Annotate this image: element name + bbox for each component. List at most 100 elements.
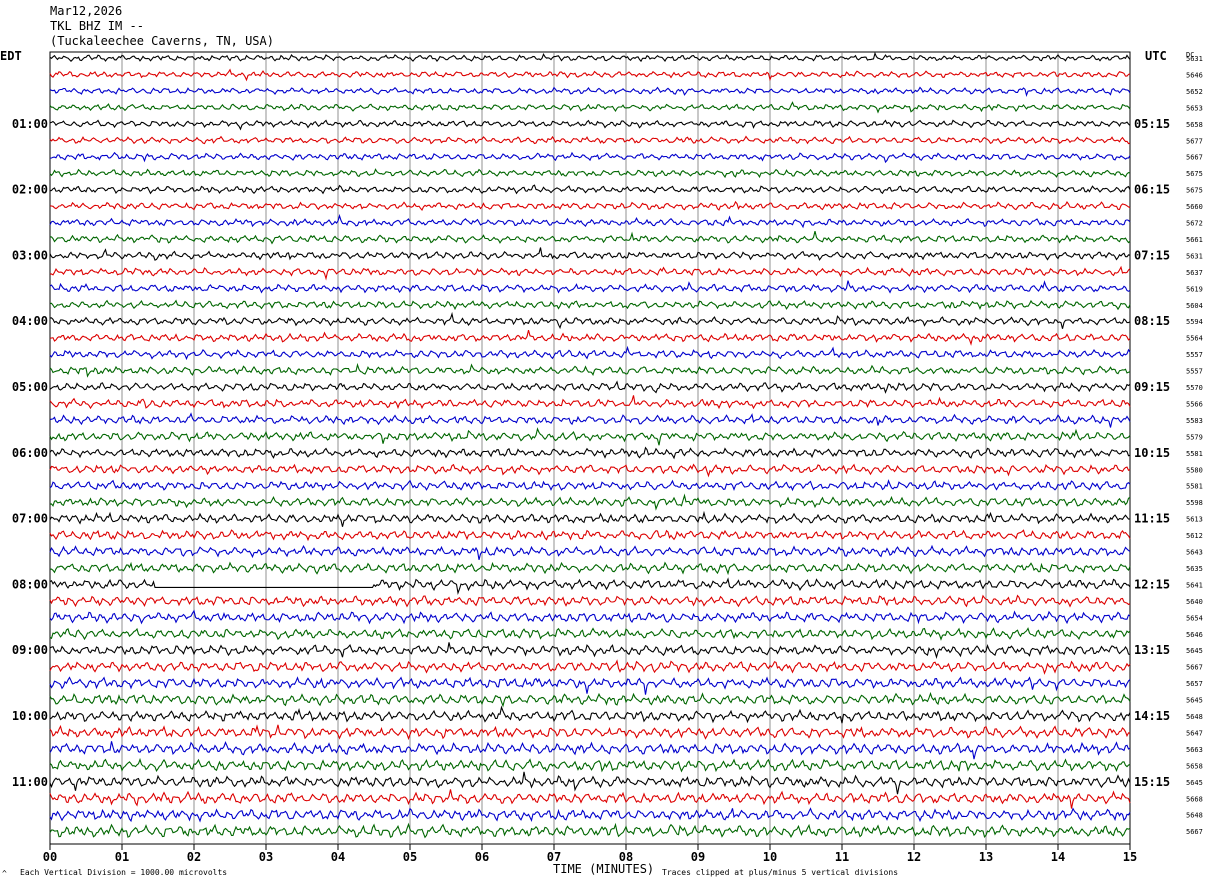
seismic-trace bbox=[49, 807, 1131, 823]
seismic-trace bbox=[49, 395, 1131, 410]
dc-offset-label: 5619 bbox=[1186, 285, 1203, 293]
dc-offset-label: 5612 bbox=[1186, 532, 1203, 540]
dc-offset-label: 5645 bbox=[1186, 647, 1203, 655]
dc-offset-label: 5641 bbox=[1186, 581, 1203, 589]
x-tick-label: 11 bbox=[835, 850, 849, 864]
seismic-trace bbox=[49, 771, 1131, 795]
x-axis-ticks: 00 01 02 03 04 05 06 07 08 09 10 11 12 13 14 15 bbox=[43, 844, 1137, 864]
seismic-trace bbox=[49, 609, 1131, 625]
header-date: Mar12,2026 bbox=[50, 4, 122, 18]
x-tick-label: 08 bbox=[619, 850, 633, 864]
dc-offset-label: 5646 bbox=[1186, 71, 1203, 79]
dc-offset-label: 5604 bbox=[1186, 302, 1203, 310]
x-tick-label: 00 bbox=[43, 850, 57, 864]
x-tick-label: 05 bbox=[403, 850, 417, 864]
left-hour-label: 11:00 bbox=[12, 775, 48, 789]
right-hour-labels: 05:15 06:15 07:15 08:15 09:15 10:15 11:15 12:15… bbox=[1134, 117, 1170, 789]
dc-offset-label: 5657 bbox=[1186, 680, 1203, 688]
dc-offset-label: 5677 bbox=[1186, 137, 1203, 145]
dc-offset-label: 5652 bbox=[1186, 88, 1203, 96]
dc-offset-label: 5613 bbox=[1186, 516, 1203, 524]
seismic-trace bbox=[49, 119, 1131, 131]
seismic-trace bbox=[49, 479, 1131, 492]
seismic-trace bbox=[49, 446, 1131, 460]
dc-offset-label: 5581 bbox=[1186, 483, 1203, 491]
seismic-trace bbox=[49, 642, 1131, 659]
dc-offset-label: 5594 bbox=[1186, 318, 1203, 326]
trace-group bbox=[49, 51, 1131, 839]
seismic-trace bbox=[49, 561, 1131, 576]
seismic-trace bbox=[49, 741, 1131, 760]
seismic-trace bbox=[49, 757, 1131, 773]
dc-offset-label: 5653 bbox=[1186, 104, 1203, 112]
dc-offset-label: 5583 bbox=[1186, 417, 1203, 425]
dc-offset-label: 5643 bbox=[1186, 549, 1203, 557]
dc-header-label: DC bbox=[1186, 51, 1194, 59]
left-hour-label: 01:00 bbox=[12, 117, 48, 131]
seismic-trace bbox=[49, 529, 1131, 542]
seismic-trace bbox=[49, 380, 1131, 394]
seismic-trace bbox=[49, 135, 1131, 145]
right-hour-label: 09:15 bbox=[1134, 380, 1170, 394]
dc-offset-label: 5668 bbox=[1186, 795, 1203, 803]
seismic-trace bbox=[49, 184, 1131, 195]
left-hour-label: 04:00 bbox=[12, 314, 48, 328]
right-hour-label: 08:15 bbox=[1134, 314, 1170, 328]
right-hour-label: 11:15 bbox=[1134, 512, 1170, 526]
dc-offset-label: 5661 bbox=[1186, 236, 1203, 244]
x-tick-label: 07 bbox=[547, 850, 561, 864]
footer-scale-note: Each Vertical Division = 1000.00 microvo… bbox=[20, 868, 227, 877]
seismic-trace bbox=[49, 311, 1131, 330]
footer-clip-note: Traces clipped at plus/minus 5 vertical … bbox=[662, 868, 898, 877]
dc-offset-label: 5645 bbox=[1186, 779, 1203, 787]
right-hour-label: 10:15 bbox=[1134, 446, 1170, 460]
seismic-trace bbox=[49, 345, 1131, 361]
left-hour-labels: 01:00 02:00 03:00 04:00 05:00 06:00 07:00 08:00… bbox=[12, 117, 48, 789]
dc-offset-label: 5580 bbox=[1186, 466, 1203, 474]
x-tick-label: 04 bbox=[331, 850, 345, 864]
x-tick-label: 10 bbox=[763, 850, 777, 864]
left-hour-label: 05:00 bbox=[12, 380, 48, 394]
dc-offset-label: 5672 bbox=[1186, 220, 1203, 228]
seismic-trace bbox=[49, 265, 1131, 281]
dc-offset-label: 5648 bbox=[1186, 812, 1203, 820]
dc-offset-label: 5646 bbox=[1186, 631, 1203, 639]
x-tick-label: 06 bbox=[475, 850, 489, 864]
seismic-trace bbox=[49, 822, 1131, 839]
left-hour-label: 03:00 bbox=[12, 248, 48, 262]
left-hour-label: 10:00 bbox=[12, 709, 48, 723]
seismic-trace bbox=[49, 463, 1131, 478]
left-hour-label: 09:00 bbox=[12, 643, 48, 657]
dc-offset-label: 5557 bbox=[1186, 368, 1203, 376]
header-location: (Tuckaleechee Caverns, TN, USA) bbox=[50, 34, 274, 48]
dc-offset-label: 5581 bbox=[1186, 450, 1203, 458]
dc-offset-label: 5675 bbox=[1186, 170, 1203, 178]
right-hour-label: 05:15 bbox=[1134, 117, 1170, 131]
right-hour-label: 15:15 bbox=[1134, 775, 1170, 789]
seismic-trace bbox=[49, 724, 1131, 741]
seismic-trace bbox=[49, 412, 1131, 428]
x-tick-label: 13 bbox=[979, 850, 993, 864]
dc-offset-label: 5654 bbox=[1186, 614, 1203, 622]
seismic-trace bbox=[49, 101, 1131, 114]
left-hour-label: 02:00 bbox=[12, 183, 48, 197]
x-tick-label: 02 bbox=[187, 850, 201, 864]
footer-corner-mark: ^ bbox=[2, 869, 7, 878]
seismic-trace bbox=[49, 659, 1131, 675]
x-tick-label: 15 bbox=[1123, 850, 1137, 864]
x-tick-label: 14 bbox=[1051, 850, 1065, 864]
seismic-trace bbox=[49, 493, 1131, 511]
left-hour-label: 08:00 bbox=[12, 577, 48, 591]
seismic-trace bbox=[49, 362, 1131, 378]
right-hour-label: 06:15 bbox=[1134, 183, 1170, 197]
dc-offset-label: 5631 bbox=[1186, 252, 1203, 260]
seismic-trace bbox=[49, 168, 1131, 179]
dc-offset-label: 5667 bbox=[1186, 664, 1203, 672]
seismic-trace bbox=[49, 705, 1131, 724]
seismic-trace bbox=[49, 510, 1131, 527]
left-timezone-label: EDT bbox=[0, 49, 22, 63]
x-axis-title: TIME (MINUTES) bbox=[553, 862, 654, 876]
dc-offset-label: 5648 bbox=[1186, 713, 1203, 721]
right-timezone-label: UTC bbox=[1145, 49, 1167, 63]
